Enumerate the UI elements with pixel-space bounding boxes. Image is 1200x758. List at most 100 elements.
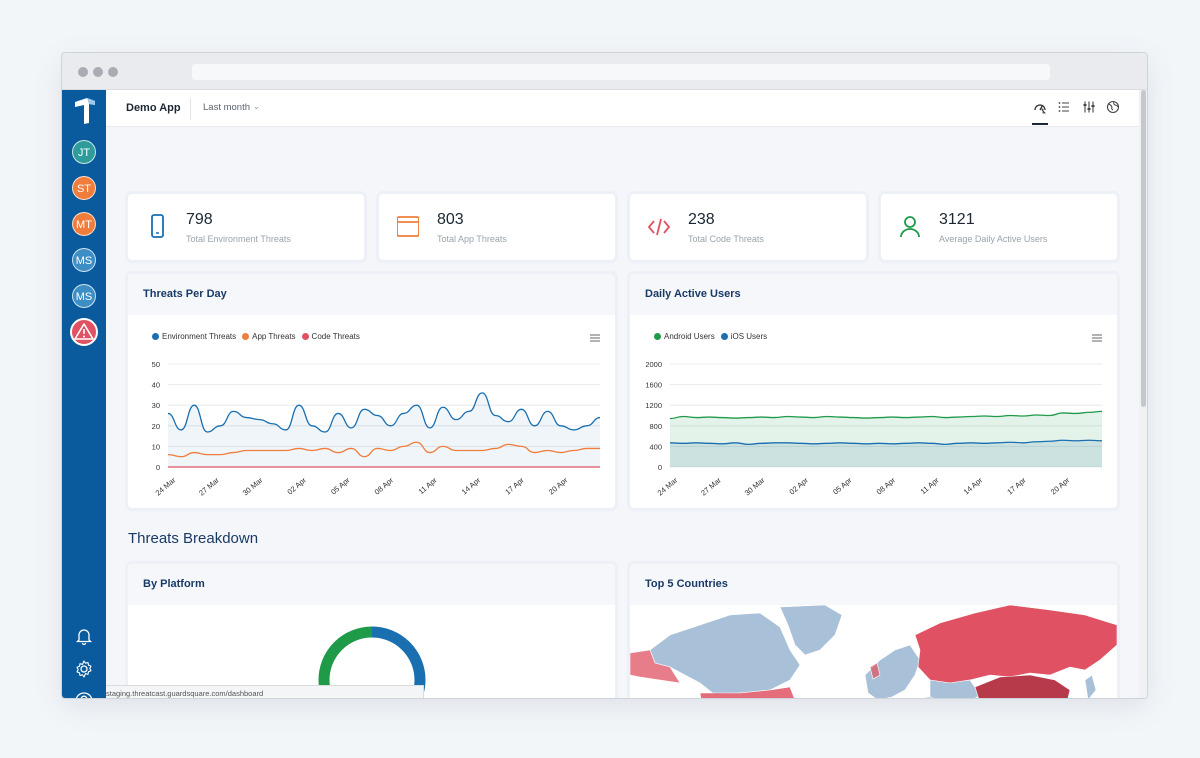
y-tick-label: 1600 bbox=[645, 381, 662, 390]
chart-menu-icon[interactable] bbox=[1092, 334, 1102, 342]
warning-icon bbox=[74, 323, 94, 340]
date-range-select[interactable]: Last month bbox=[203, 102, 250, 113]
legend-item[interactable]: iOS Users bbox=[720, 332, 768, 341]
code-icon bbox=[648, 218, 670, 236]
stat-card[interactable]: 798 Total Environment Threats bbox=[128, 194, 364, 260]
legend-dot bbox=[152, 332, 159, 340]
top-bar: Demo App Last month ⌄ bbox=[106, 90, 1139, 127]
x-tick-label: 05 Apr bbox=[329, 475, 352, 496]
platform-donut-chart[interactable] bbox=[128, 564, 615, 699]
dashboard-main: Demo App Last month ⌄ bbox=[106, 90, 1147, 699]
users-area-chart[interactable]: 0 400 800 1200 1600 2000 24 Mar 27 Mar 30 Mar 02 … bbox=[630, 274, 1117, 508]
stat-card[interactable]: 3121 Average Daily Active Users bbox=[881, 194, 1117, 260]
map-region-middle-east bbox=[919, 696, 934, 698]
stat-value: 238 bbox=[688, 211, 715, 228]
top-countries-panel: Top 5 Countries bbox=[630, 564, 1117, 699]
panel-header: Daily Active Users bbox=[630, 274, 1117, 315]
y-tick-label: 2000 bbox=[645, 360, 662, 369]
x-tick-label: 11 Apr bbox=[919, 475, 941, 496]
gear-icon[interactable] bbox=[74, 659, 94, 679]
x-tick-label: 08 Apr bbox=[875, 475, 898, 496]
x-tick-label: 17 Apr bbox=[1005, 475, 1028, 496]
map-region-canada bbox=[649, 612, 801, 696]
x-tick-label: 17 Apr bbox=[503, 475, 526, 496]
map-region-china bbox=[974, 674, 1071, 698]
by-platform-panel: By Platform bbox=[128, 564, 615, 699]
stat-label: Total Code Threats bbox=[688, 234, 764, 244]
chevron-down-icon[interactable]: ⌄ bbox=[253, 102, 260, 111]
x-tick-label: 27 Mar bbox=[699, 475, 723, 497]
series-area bbox=[670, 440, 1102, 467]
stat-value: 803 bbox=[437, 211, 464, 228]
dashboard-gauge-icon[interactable] bbox=[1033, 100, 1047, 114]
series-line[interactable] bbox=[669, 439, 1103, 445]
map-region-japan bbox=[1084, 674, 1097, 698]
legend-label: Android Users bbox=[664, 332, 715, 341]
world-map[interactable] bbox=[630, 605, 1117, 699]
x-tick-label: 24 Mar bbox=[154, 475, 178, 497]
map-region-alaska bbox=[630, 649, 681, 684]
series-area bbox=[168, 392, 600, 467]
scrollbar-thumb[interactable] bbox=[1141, 90, 1146, 407]
app-name[interactable]: Demo App bbox=[126, 102, 181, 114]
window-maximize-dot[interactable] bbox=[108, 67, 118, 77]
panel-header: Top 5 Countries bbox=[630, 564, 1117, 605]
sliders-icon[interactable] bbox=[1082, 100, 1096, 114]
y-tick-label: 50 bbox=[152, 360, 160, 369]
stat-value: 3121 bbox=[939, 211, 975, 228]
address-bar[interactable] bbox=[192, 64, 1050, 80]
legend-label: iOS Users bbox=[730, 332, 768, 341]
legend-item[interactable]: Environment Threats bbox=[152, 332, 236, 341]
panel-title: Top 5 Countries bbox=[645, 578, 728, 590]
legend-item[interactable]: Code Threats bbox=[301, 332, 360, 341]
user-circle-icon[interactable] bbox=[74, 691, 94, 699]
series-line[interactable] bbox=[167, 441, 600, 458]
series-line[interactable] bbox=[669, 410, 1103, 420]
y-tick-label: 400 bbox=[649, 442, 662, 451]
mobile-phone-icon bbox=[151, 214, 164, 238]
alert-avatar[interactable] bbox=[70, 318, 98, 346]
user-icon bbox=[900, 216, 920, 238]
panel-title: Threats Per Day bbox=[143, 288, 227, 300]
vertical-scrollbar[interactable] bbox=[1139, 90, 1147, 698]
y-tick-label: 40 bbox=[152, 381, 160, 390]
user-avatar[interactable]: MS bbox=[72, 248, 96, 272]
series-line[interactable] bbox=[167, 392, 601, 433]
x-tick-label: 20 Apr bbox=[547, 475, 570, 496]
user-avatar[interactable]: JT bbox=[72, 140, 96, 164]
x-tick-label: 14 Apr bbox=[962, 475, 985, 496]
user-avatar[interactable]: MS bbox=[72, 284, 96, 308]
globe-icon[interactable] bbox=[1106, 100, 1120, 114]
toolbar-divider bbox=[190, 98, 191, 120]
daily-active-users-panel: Daily Active Users Android Users iOS User… bbox=[630, 274, 1117, 508]
y-tick-label: 30 bbox=[152, 401, 160, 410]
donut-slice[interactable] bbox=[371, 626, 426, 699]
sidebar: JT ST MT MS MS bbox=[62, 90, 106, 699]
users-legend: Android Users iOS Users bbox=[654, 332, 773, 341]
browser-window: JT ST MT MS MS Demo App bbox=[61, 52, 1148, 699]
stat-label: Total Environment Threats bbox=[186, 234, 291, 244]
x-tick-label: 02 Apr bbox=[286, 475, 309, 496]
stat-card[interactable]: 803 Total App Threats bbox=[379, 194, 615, 260]
legend-item[interactable]: App Threats bbox=[242, 332, 296, 341]
panel-title: Daily Active Users bbox=[645, 288, 741, 300]
map-region-central-asia bbox=[929, 679, 981, 698]
user-avatar[interactable]: ST bbox=[72, 176, 96, 200]
user-avatar[interactable]: MT bbox=[72, 212, 96, 236]
browser-titlebar bbox=[62, 53, 1147, 90]
threats-line-chart[interactable]: 0 10 20 30 40 50 24 Mar 27 Mar 30 Mar 02 Apr 05 Ap… bbox=[128, 274, 615, 508]
x-tick-label: 30 Mar bbox=[743, 475, 767, 497]
bell-icon[interactable] bbox=[74, 626, 94, 646]
chart-menu-icon[interactable] bbox=[590, 334, 600, 342]
list-icon[interactable] bbox=[1057, 100, 1071, 114]
map-region-uk bbox=[869, 662, 881, 680]
stat-card[interactable]: 238 Total Code Threats bbox=[630, 194, 866, 260]
legend-item[interactable]: Android Users bbox=[654, 332, 715, 341]
x-tick-label: 05 Apr bbox=[831, 475, 854, 496]
threatcast-logo[interactable] bbox=[73, 98, 97, 124]
legend-dot bbox=[720, 332, 728, 340]
window-close-dot[interactable] bbox=[78, 67, 88, 77]
donut-slice[interactable] bbox=[318, 626, 373, 699]
window-minimize-dot[interactable] bbox=[93, 67, 103, 77]
stat-value: 798 bbox=[186, 211, 213, 228]
